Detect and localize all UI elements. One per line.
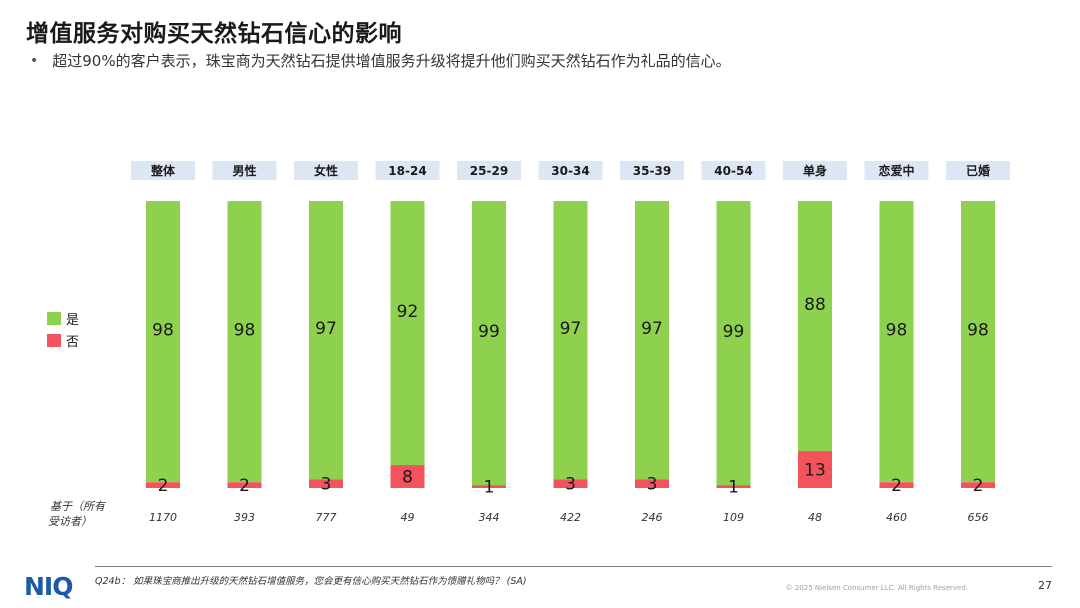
base-count: 422 bbox=[560, 511, 581, 524]
data-label-no: 2 bbox=[973, 476, 984, 496]
bar-segment-no bbox=[309, 479, 343, 488]
bar-segment-yes bbox=[798, 201, 832, 452]
category-header-box bbox=[864, 161, 929, 180]
data-label-yes: 98 bbox=[152, 321, 174, 341]
niq-logo: NIQ bbox=[24, 572, 73, 601]
bar-segment-no bbox=[553, 479, 588, 488]
base-count: 246 bbox=[642, 511, 663, 524]
bullet-icon: • bbox=[30, 52, 39, 69]
category-label: 男性 bbox=[232, 163, 256, 178]
data-label-no: 3 bbox=[321, 475, 332, 495]
bar-segment-no bbox=[961, 482, 995, 488]
bar-segment-yes bbox=[146, 201, 180, 483]
bar-segment-yes bbox=[879, 201, 914, 483]
data-label-yes: 92 bbox=[397, 302, 419, 322]
category-label: 40-54 bbox=[714, 164, 752, 178]
data-label-yes: 97 bbox=[315, 319, 337, 339]
legend-swatch-no bbox=[47, 334, 61, 347]
bullet-text: 超过90%的客户表示，珠宝商为天然钻石提供增值服务升级将提升他们购买天然钻石作为… bbox=[52, 52, 731, 70]
bullet-point: • 超过90%的客户表示，珠宝商为天然钻石提供增值服务升级将提升他们购买天然钻石… bbox=[30, 50, 731, 71]
data-label-no: 13 bbox=[804, 461, 826, 481]
bar-segment-yes bbox=[716, 201, 751, 486]
category-label: 18-24 bbox=[388, 164, 426, 178]
bar-segment-yes bbox=[961, 201, 995, 483]
base-label-line2: 受访者） bbox=[48, 515, 92, 528]
bar-segment-no bbox=[798, 451, 832, 488]
base-count: 48 bbox=[808, 511, 822, 524]
data-label-yes: 88 bbox=[804, 295, 826, 315]
page-title: 增值服务对购买天然钻石信心的影响 bbox=[26, 21, 402, 47]
bar-segment-no bbox=[635, 479, 669, 488]
category-header-box bbox=[457, 161, 521, 180]
survey-question: Q24b： 如果珠宝商推出升级的天然钻石增值服务，您会更有信心购买天然钻石作为馈… bbox=[95, 576, 527, 587]
category-label: 单身 bbox=[803, 163, 827, 178]
bar-segment-no bbox=[879, 482, 914, 488]
category-header-box bbox=[538, 161, 603, 180]
base-count: 49 bbox=[401, 511, 415, 524]
category-header-box bbox=[701, 161, 766, 180]
base-count: 1170 bbox=[149, 511, 177, 524]
data-label-no: 8 bbox=[402, 468, 413, 488]
base-count: 777 bbox=[316, 511, 337, 524]
data-label-yes: 98 bbox=[967, 321, 989, 341]
base-count: 109 bbox=[723, 511, 744, 524]
data-label-yes: 99 bbox=[723, 322, 745, 342]
data-label-no: 3 bbox=[565, 475, 576, 495]
data-label-no: 3 bbox=[647, 475, 658, 495]
data-label-yes: 97 bbox=[641, 319, 663, 339]
category-header-box bbox=[620, 161, 684, 180]
bar-segment-yes bbox=[472, 201, 506, 486]
data-label-no: 2 bbox=[158, 476, 169, 496]
data-label-no: 1 bbox=[484, 478, 495, 498]
category-header-box bbox=[946, 161, 1010, 180]
bar-segment-yes bbox=[635, 201, 669, 480]
copyright-text: © 2025 Nielsen Consumer LLC. All Rights … bbox=[785, 584, 968, 592]
base-count: 460 bbox=[886, 511, 907, 524]
category-label: 35-39 bbox=[633, 164, 671, 178]
category-header-box bbox=[212, 161, 277, 180]
data-label-yes: 98 bbox=[886, 321, 908, 341]
footer-divider bbox=[95, 566, 1052, 567]
legend-label-yes: 是 bbox=[66, 313, 79, 328]
bar-segment-yes bbox=[390, 201, 425, 466]
bar-segment-no bbox=[472, 485, 506, 488]
category-header-box bbox=[131, 161, 195, 180]
bar-segment-no bbox=[227, 482, 262, 488]
legend-label-no: 否 bbox=[66, 335, 79, 350]
bar-segment-yes bbox=[309, 201, 343, 480]
legend-swatch-yes bbox=[47, 312, 61, 325]
page-number: 27 bbox=[1038, 579, 1052, 592]
data-label-no: 2 bbox=[239, 476, 250, 496]
data-label-yes: 98 bbox=[234, 321, 256, 341]
bar-segment-no bbox=[716, 485, 751, 488]
category-header-box bbox=[783, 161, 847, 180]
category-label: 已婚 bbox=[966, 163, 990, 178]
base-count: 393 bbox=[234, 511, 255, 524]
bar-segment-no bbox=[146, 482, 180, 488]
category-label: 25-29 bbox=[470, 164, 508, 178]
bar-segment-yes bbox=[553, 201, 588, 480]
category-label: 恋爱中 bbox=[878, 163, 914, 178]
category-label: 整体 bbox=[150, 163, 176, 178]
bar-segment-no bbox=[390, 465, 425, 488]
base-label-line1: 基于（所有 bbox=[50, 500, 107, 513]
data-label-no: 2 bbox=[891, 476, 902, 496]
data-label-no: 1 bbox=[728, 478, 739, 498]
base-count: 344 bbox=[479, 511, 500, 524]
bar-segment-yes bbox=[227, 201, 262, 483]
category-label: 女性 bbox=[314, 163, 338, 178]
data-label-yes: 97 bbox=[560, 319, 582, 339]
base-count: 656 bbox=[968, 511, 989, 524]
category-header-box bbox=[294, 161, 358, 180]
category-header-box bbox=[375, 161, 440, 180]
data-label-yes: 99 bbox=[478, 322, 500, 342]
category-label: 30-34 bbox=[551, 164, 589, 178]
